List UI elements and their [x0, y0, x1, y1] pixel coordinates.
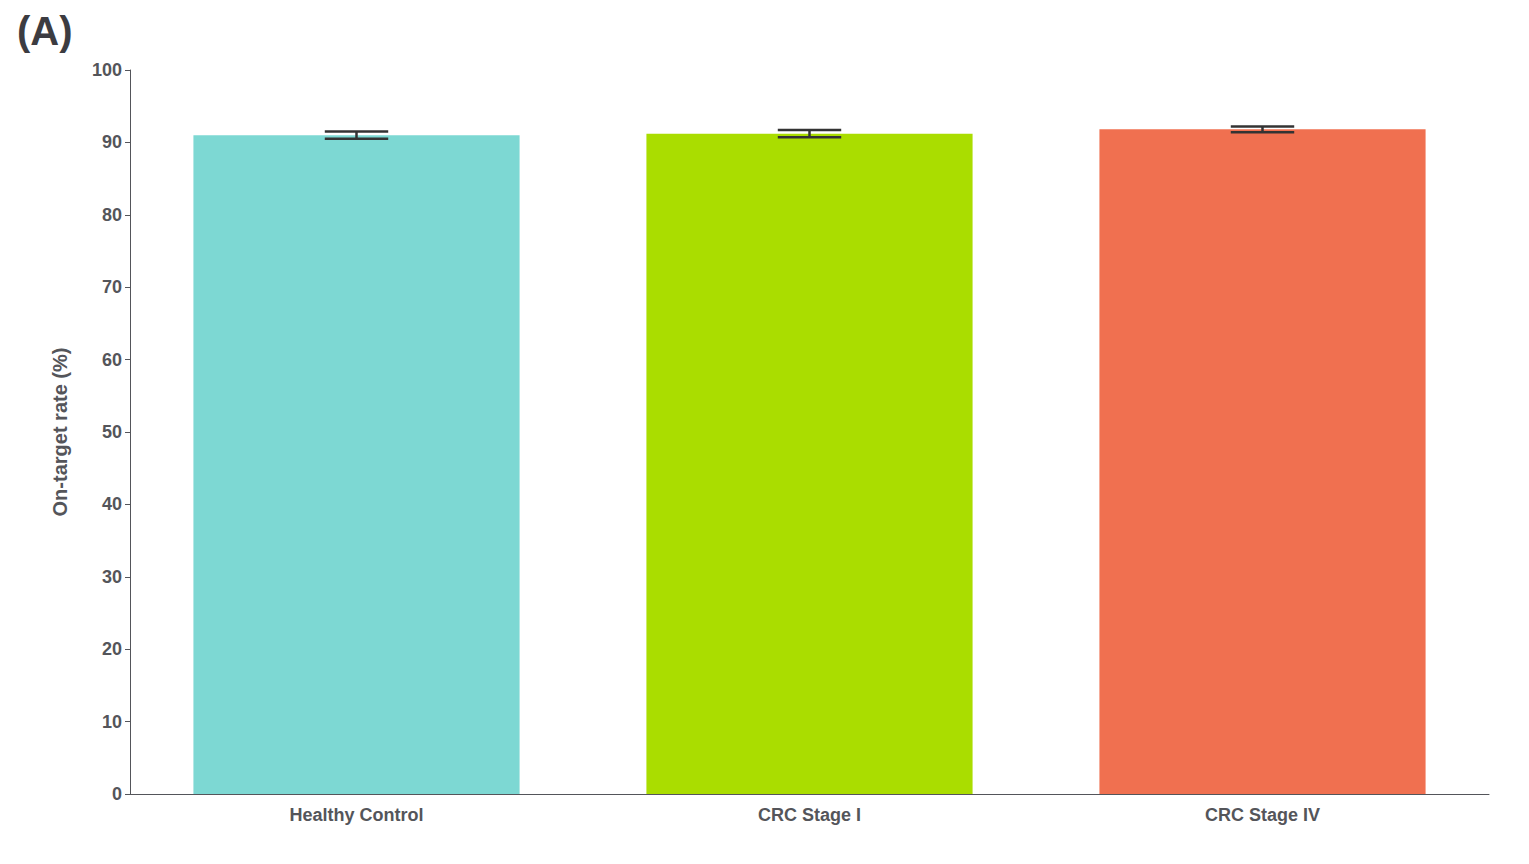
- svg-text:CRC Stage IV: CRC Stage IV: [1205, 805, 1320, 825]
- svg-text:0: 0: [112, 784, 122, 804]
- svg-text:70: 70: [102, 277, 122, 297]
- svg-text:80: 80: [102, 205, 122, 225]
- svg-text:On-target rate (%): On-target rate (%): [49, 348, 71, 517]
- svg-text:50: 50: [102, 422, 122, 442]
- svg-text:20: 20: [102, 639, 122, 659]
- svg-text:CRC Stage I: CRC Stage I: [758, 805, 861, 825]
- svg-text:Healthy Control: Healthy Control: [289, 805, 423, 825]
- svg-text:40: 40: [102, 494, 122, 514]
- svg-text:(A): (A): [17, 9, 73, 53]
- svg-text:30: 30: [102, 567, 122, 587]
- svg-text:90: 90: [102, 132, 122, 152]
- svg-text:60: 60: [102, 350, 122, 370]
- svg-text:100: 100: [92, 60, 122, 80]
- svg-text:10: 10: [102, 712, 122, 732]
